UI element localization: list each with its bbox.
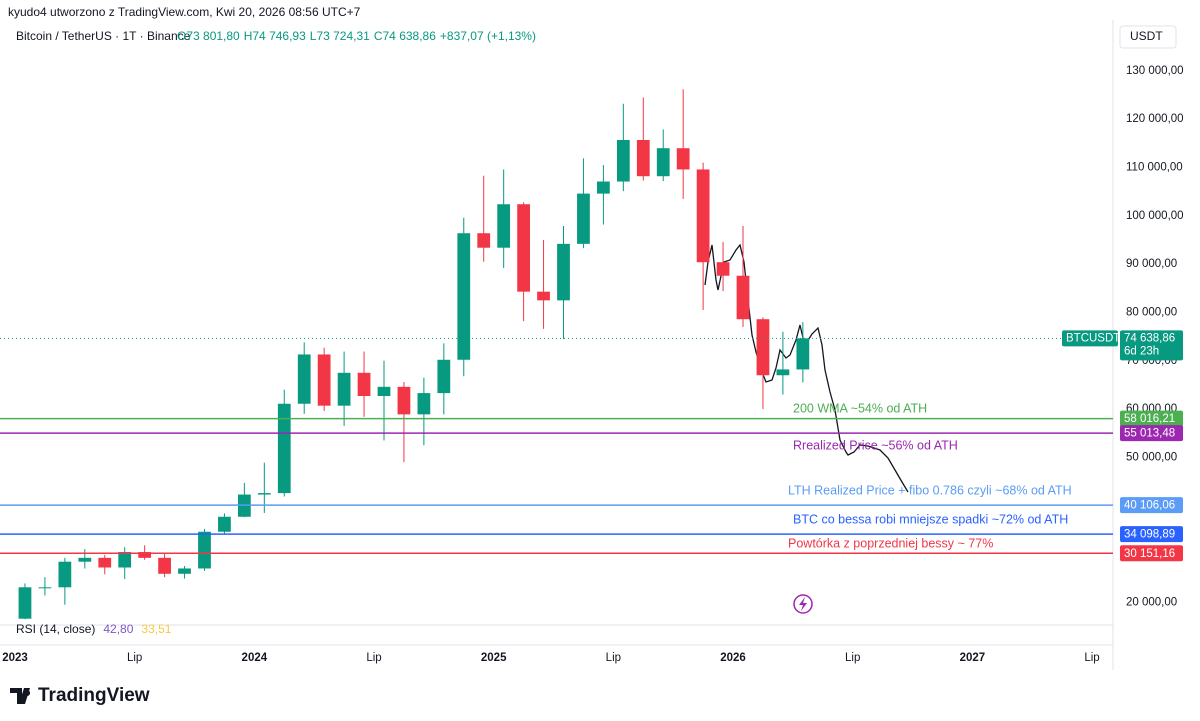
candle-body <box>297 354 311 404</box>
candle-body <box>397 386 411 415</box>
candle-body <box>178 568 191 574</box>
x-tick-label: Lip <box>1084 652 1099 664</box>
x-tick-label: Lip <box>366 652 381 664</box>
candle-body <box>756 319 770 376</box>
ohlc-value: +837,07 (+1,13%) <box>440 29 536 43</box>
candle-body <box>557 243 570 301</box>
level-label: 58 016,21 <box>1124 413 1175 425</box>
plot <box>0 89 1113 620</box>
level-note: Powtórka z poprzedniej bessy ~ 77% <box>788 536 993 550</box>
candle-body <box>517 204 530 292</box>
candle-body <box>636 139 650 177</box>
symbol-box <box>1062 330 1118 347</box>
candle-body <box>597 181 610 194</box>
candle-body <box>736 275 750 320</box>
rsi-value: 33,51 <box>141 622 171 636</box>
candle-body <box>577 193 590 244</box>
alert-bolt <box>799 597 807 611</box>
candle-body <box>58 561 72 588</box>
level-box <box>1120 497 1183 514</box>
candle-body <box>776 369 790 376</box>
price-label: 74 638,86 <box>1124 332 1175 344</box>
candle-body <box>656 148 670 177</box>
y-tick-label: 90 000,00 <box>1126 258 1177 270</box>
hand-drawing <box>704 243 909 493</box>
chart-title: Bitcoin / TetherUS · 1T · Binance <box>16 29 191 43</box>
level-label: 40 106,06 <box>1124 500 1175 512</box>
x-tick-label: Lip <box>127 652 142 664</box>
x-tick-label: 2027 <box>960 652 986 664</box>
rsi-value: 42,80 <box>103 622 133 636</box>
candle-body <box>257 493 271 495</box>
y-tick-label: 130 000,00 <box>1126 65 1184 77</box>
candle-body <box>158 557 171 574</box>
y-tick-label: 120 000,00 <box>1126 113 1184 125</box>
level-note: Rrealized Price ~56% od ATH <box>793 438 958 452</box>
candle-body <box>437 359 451 394</box>
level-label: 55 013,48 <box>1124 428 1175 440</box>
level-box <box>1120 526 1183 543</box>
candle-body <box>676 148 690 170</box>
x-tick-label: 2026 <box>720 652 746 664</box>
candle-body <box>317 354 331 406</box>
candle-body <box>38 587 52 589</box>
price-box <box>1120 330 1183 361</box>
candle-body <box>78 557 92 562</box>
ohlc-value: C74 638,86 <box>374 29 436 43</box>
candle-body <box>277 403 291 494</box>
y-tick-label: 100 000,00 <box>1126 210 1184 222</box>
level-box <box>1120 410 1183 427</box>
x-tick-label: Lip <box>606 652 621 664</box>
level-label: 30 151,16 <box>1124 548 1175 560</box>
caption: kyudo4 utworzono z TradingView.com, Kwi … <box>8 5 361 19</box>
rsi-title: RSI (14, close) <box>16 622 95 636</box>
y-tick-label: 50 000,00 <box>1126 451 1177 463</box>
level-note: LTH Realized Price + fibo 0.786 czyli ~6… <box>788 483 1072 497</box>
candle-body <box>357 372 371 397</box>
currency: USDT <box>1130 29 1163 43</box>
currency-box[interactable] <box>1119 25 1177 49</box>
ohlc-value: H74 746,93 <box>244 29 306 43</box>
candle-body <box>796 338 810 370</box>
x-tick-label: 2023 <box>2 652 28 664</box>
candle-body <box>497 204 511 248</box>
candle-body <box>377 386 391 397</box>
candle-body <box>18 587 32 619</box>
candle-body <box>138 552 152 558</box>
alert-icon[interactable] <box>793 594 813 614</box>
candle-body <box>218 516 231 532</box>
level-note: 200 WMA ~54% od ATH <box>793 401 927 415</box>
ohlc-value: L73 724,31 <box>310 29 370 43</box>
candle-body <box>696 169 710 263</box>
candle-body <box>616 139 630 182</box>
candle-body <box>417 393 431 415</box>
candle-body <box>198 531 211 569</box>
candle-body <box>716 262 730 276</box>
candle-body <box>477 233 491 248</box>
level-label: 34 098,89 <box>1124 529 1175 541</box>
level-box <box>1120 545 1183 562</box>
symbol-label: BTCUSDT <box>1066 332 1120 344</box>
candle-body <box>98 557 112 568</box>
candle-body <box>537 291 550 301</box>
y-tick-label: 80 000,00 <box>1126 306 1177 318</box>
countdown: 6d 23h <box>1124 345 1159 357</box>
candle-body <box>337 372 351 406</box>
candle-body <box>457 233 471 360</box>
x-tick-label: Lip <box>845 652 860 664</box>
y-tick-label: 20 000,00 <box>1126 596 1177 608</box>
x-tick-label: 2024 <box>242 652 268 664</box>
candle-body <box>118 552 132 568</box>
level-note: BTC co bessa robi mniejsze spadki ~72% o… <box>793 512 1068 526</box>
logo-icon <box>10 688 31 704</box>
ohlc-value: O73 801,80 <box>177 29 240 43</box>
level-box <box>1120 425 1183 442</box>
y-tick-label: 110 000,00 <box>1126 162 1183 174</box>
brand: TradingView <box>38 685 150 706</box>
x-tick-label: 2025 <box>481 652 507 664</box>
